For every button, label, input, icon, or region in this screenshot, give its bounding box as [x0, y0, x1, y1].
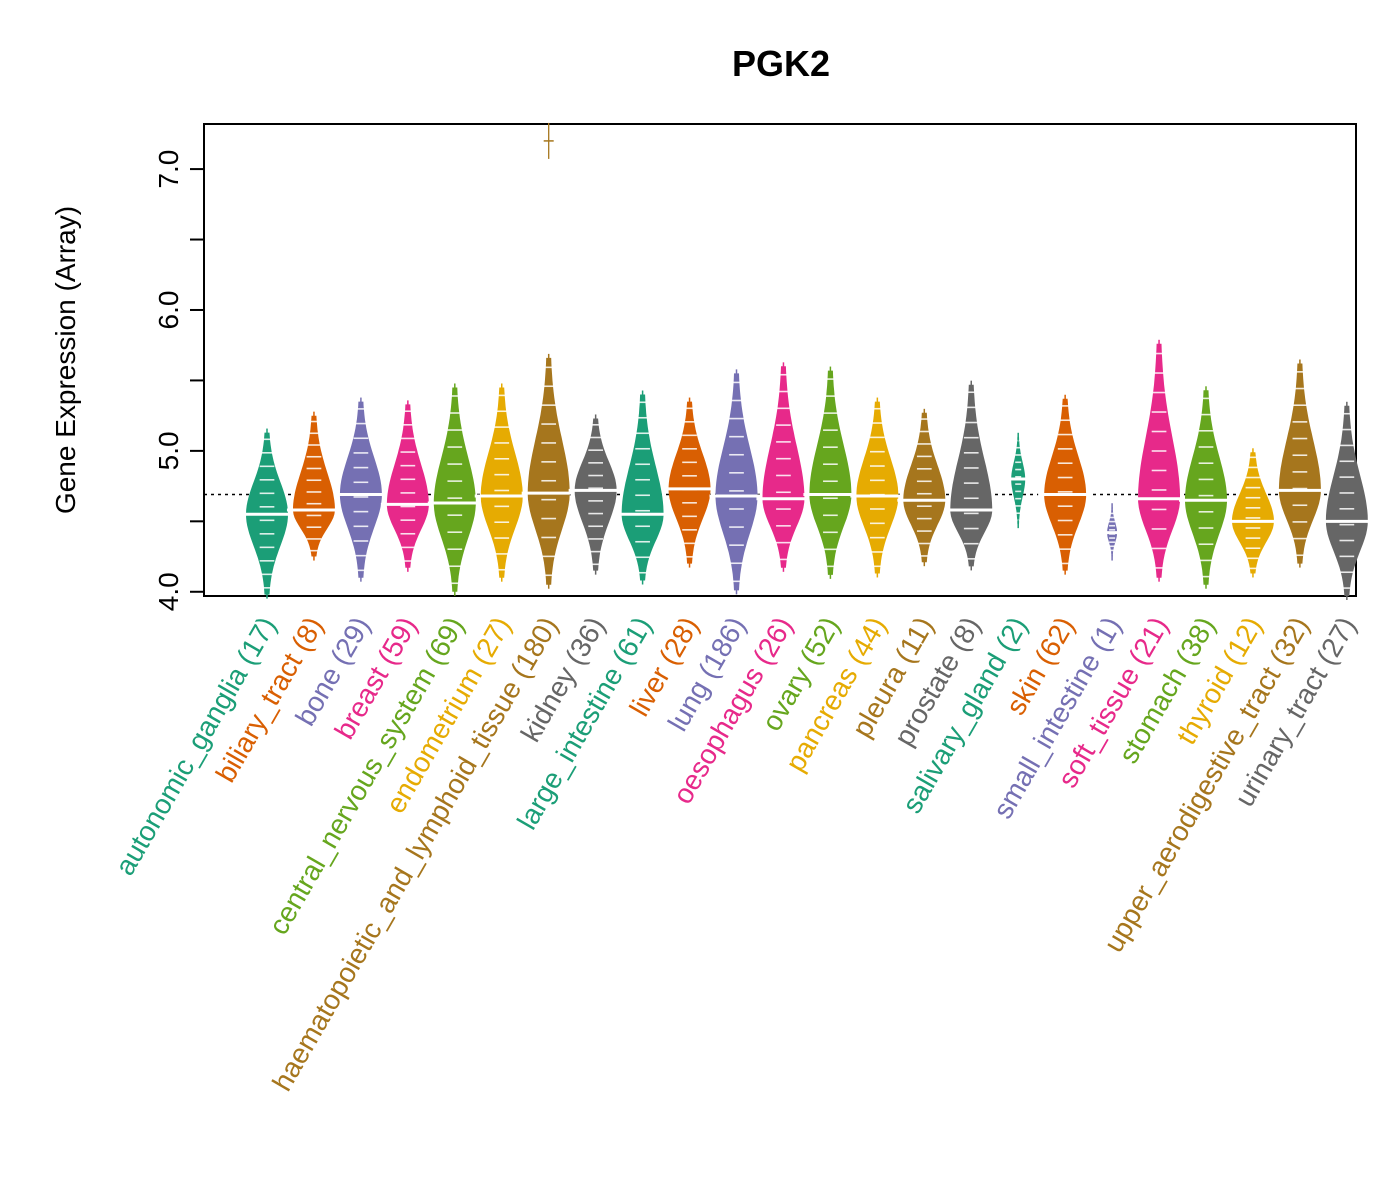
violin — [386, 404, 429, 568]
violin — [574, 418, 617, 571]
plot-frame — [203, 123, 1357, 597]
violin — [809, 370, 852, 575]
violin — [433, 387, 476, 592]
violin — [856, 401, 899, 574]
y-tick-label: 7.0 — [153, 150, 184, 189]
violin — [480, 387, 523, 578]
y-tick-label: 5.0 — [153, 431, 184, 470]
violin — [293, 415, 335, 557]
y-tick-label: 6.0 — [153, 291, 184, 330]
y-tick-label: 4.0 — [153, 572, 184, 611]
violin — [1044, 398, 1087, 571]
violin — [903, 412, 946, 563]
violin — [1138, 343, 1180, 578]
violin — [1185, 390, 1227, 585]
violin — [668, 401, 711, 564]
violin — [339, 401, 382, 578]
y-axis-label: Gene Expression (Array) — [50, 206, 81, 514]
violin — [715, 373, 758, 591]
violin — [1278, 363, 1321, 564]
violin — [621, 394, 664, 581]
chart-title: PGK2 — [732, 43, 830, 84]
violin — [527, 357, 570, 585]
violin — [950, 384, 993, 567]
violin — [762, 366, 805, 568]
violin — [1325, 405, 1368, 596]
violin — [1232, 452, 1274, 574]
